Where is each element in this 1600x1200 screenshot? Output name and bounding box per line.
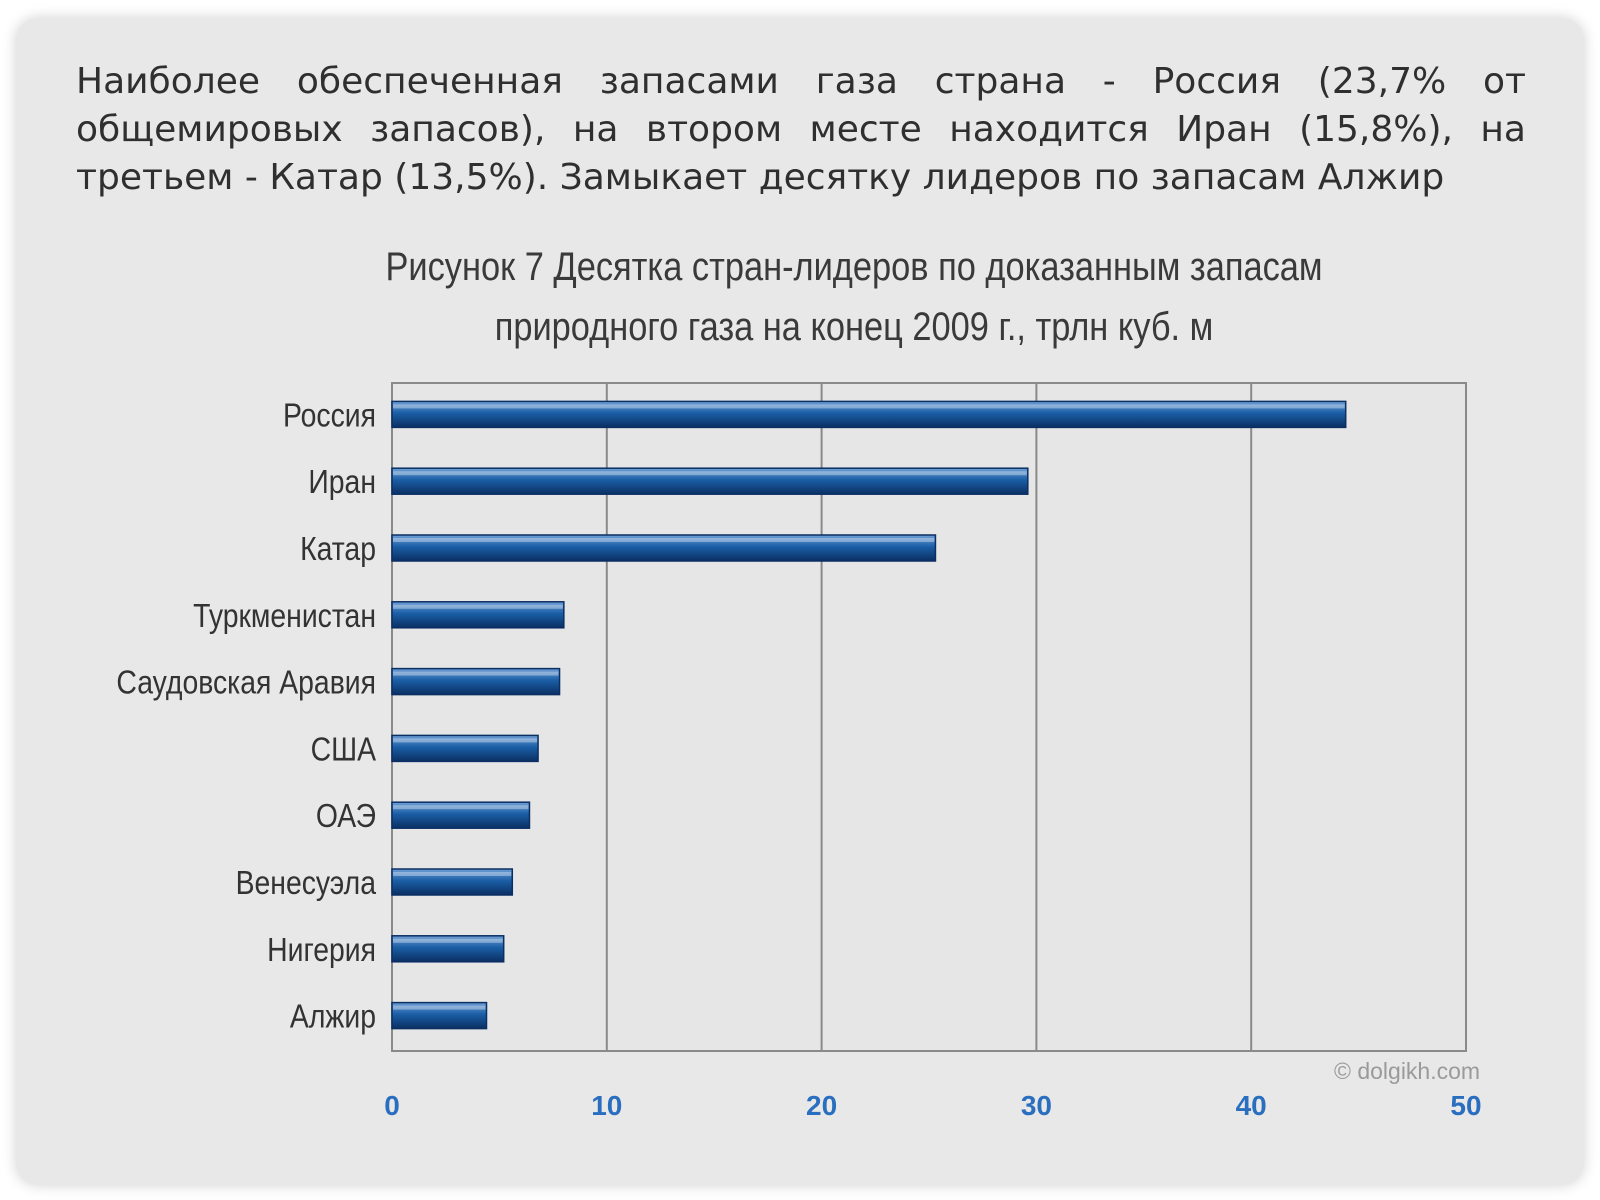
x-tick-label: 50 [1450, 1090, 1481, 1121]
bar-highlight [393, 1005, 486, 1010]
bar-highlight [393, 738, 538, 743]
bar [391, 868, 514, 896]
category-label: Катар [300, 530, 376, 568]
bar [391, 935, 505, 963]
bar [391, 400, 1347, 429]
bar-highlight [393, 805, 529, 810]
bar [391, 534, 937, 562]
slide: Наиболее обеспеченная запасами газа стра… [16, 18, 1584, 1185]
x-tick-label: 10 [591, 1090, 622, 1121]
bar [391, 667, 561, 696]
bar [391, 734, 539, 763]
category-label: ОАЭ [316, 797, 376, 835]
bar-highlight [393, 538, 935, 542]
category-label: Иран [308, 463, 376, 501]
category-label: Нигерия [267, 931, 376, 969]
category-label: Россия [283, 396, 376, 434]
intro-paragraph: Наиболее обеспеченная запасами газа стра… [76, 61, 1526, 198]
bar-chart: Рисунок 7 Десятка стран-лидеров по доказ… [116, 244, 1482, 1121]
category-label: Саудовская Аравия [116, 664, 376, 702]
x-tick-label: 0 [384, 1090, 400, 1121]
category-label: США [311, 730, 377, 768]
x-tick-label: 40 [1236, 1090, 1267, 1121]
bar-highlight [393, 872, 512, 876]
bar-highlight [393, 404, 1345, 409]
bar-highlight [393, 604, 563, 609]
chart-title-line-1: Рисунок 7 Десятка стран-лидеров по доказ… [385, 244, 1322, 289]
bar-highlight [393, 471, 1027, 476]
watermark: © dolgikh.com [1334, 1058, 1481, 1084]
chart-title-line-2: природного газа на конец 2009 г., трлн к… [495, 304, 1214, 349]
chart-container: Рисунок 7 Десятка стран-лидеров по доказ… [16, 228, 1584, 1148]
bar [391, 801, 531, 829]
category-label: Венесуэла [236, 864, 377, 902]
x-tick-label: 30 [1021, 1090, 1052, 1121]
bar-highlight [393, 938, 503, 943]
bar-highlight [393, 671, 559, 676]
bar [391, 467, 1029, 495]
category-label: Алжир [290, 998, 376, 1036]
category-label: Туркменистан [193, 597, 376, 635]
x-tick-label: 20 [806, 1090, 837, 1121]
bar [391, 601, 565, 629]
plot-area: 0 10 20 30 40 50 Россия Иран Катар Туркменистан Са… [116, 382, 1482, 1121]
bar [391, 1001, 488, 1030]
